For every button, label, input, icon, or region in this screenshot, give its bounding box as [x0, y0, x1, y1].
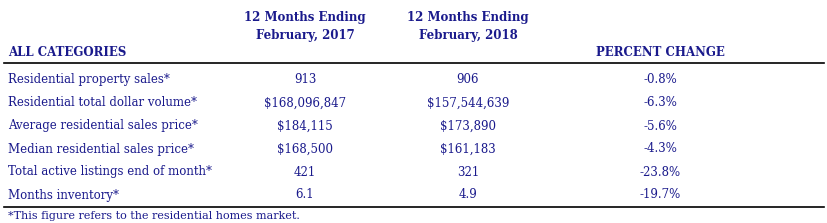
Text: Average residential sales price*: Average residential sales price* [8, 120, 198, 132]
Text: $168,096,847: $168,096,847 [264, 97, 346, 109]
Text: -23.8%: -23.8% [638, 165, 680, 178]
Text: Residential property sales*: Residential property sales* [8, 74, 170, 87]
Text: 4.9: 4.9 [458, 188, 477, 202]
Text: $157,544,639: $157,544,639 [426, 97, 509, 109]
Text: 913: 913 [294, 74, 316, 87]
Text: $168,500: $168,500 [277, 142, 332, 155]
Text: -4.3%: -4.3% [643, 142, 676, 155]
Text: 421: 421 [294, 165, 316, 178]
Text: Months inventory*: Months inventory* [8, 188, 119, 202]
Text: *This figure refers to the residential homes market.: *This figure refers to the residential h… [8, 211, 299, 221]
Text: Residential total dollar volume*: Residential total dollar volume* [8, 97, 197, 109]
Text: 12 Months Ending: 12 Months Ending [244, 12, 366, 25]
Text: 906: 906 [457, 74, 479, 87]
Text: Total active listings end of month*: Total active listings end of month* [8, 165, 212, 178]
Text: -6.3%: -6.3% [643, 97, 676, 109]
Text: -19.7%: -19.7% [638, 188, 680, 202]
Text: PERCENT CHANGE: PERCENT CHANGE [595, 45, 724, 58]
Text: ALL CATEGORIES: ALL CATEGORIES [8, 45, 127, 58]
Text: $173,890: $173,890 [439, 120, 495, 132]
Text: Median residential sales price*: Median residential sales price* [8, 142, 194, 155]
Text: $161,183: $161,183 [440, 142, 495, 155]
Text: February, 2018: February, 2018 [418, 29, 517, 41]
Text: 12 Months Ending: 12 Months Ending [407, 12, 528, 25]
Text: $184,115: $184,115 [277, 120, 332, 132]
Text: 6.1: 6.1 [295, 188, 314, 202]
Text: February, 2017: February, 2017 [256, 29, 354, 41]
Text: -0.8%: -0.8% [643, 74, 676, 87]
Text: 321: 321 [457, 165, 479, 178]
Text: -5.6%: -5.6% [643, 120, 676, 132]
